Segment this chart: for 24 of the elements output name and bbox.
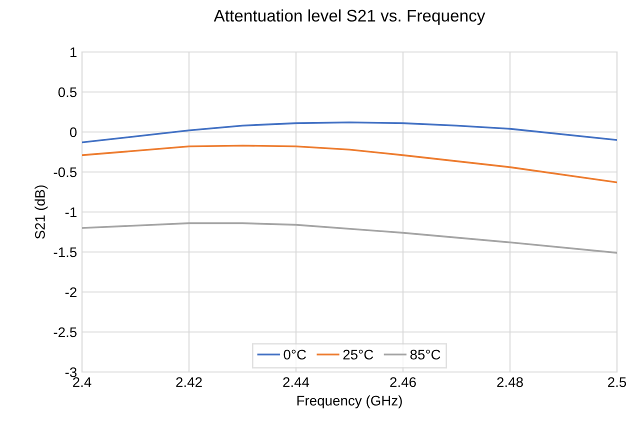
legend-label: 85°C bbox=[410, 350, 440, 360]
line-series bbox=[82, 222, 617, 254]
x-axis-title: Frequency (GHz) bbox=[297, 395, 402, 408]
line-series bbox=[82, 144, 617, 184]
y-tick-label: 0 bbox=[70, 127, 77, 138]
y-tick-label: -0.5 bbox=[54, 167, 77, 178]
y-tick-label: -3 bbox=[65, 367, 77, 378]
chart-title: Attentuation level S21 vs. Frequency bbox=[214, 9, 486, 25]
x-tick-label: 2.42 bbox=[176, 377, 202, 387]
y-tick-label: -1 bbox=[65, 207, 76, 218]
x-tick-label: 2.48 bbox=[497, 377, 523, 388]
x-tick-label: 2.5 bbox=[608, 377, 626, 388]
y-tick-label: 0.5 bbox=[58, 87, 77, 98]
y-tick-label: -2.5 bbox=[54, 327, 77, 338]
y-axis-title: S21 (dB) bbox=[34, 185, 48, 239]
legend-label: 25°C bbox=[343, 350, 374, 360]
y-tick-label: -2 bbox=[65, 287, 76, 298]
y-tick-label: -1.5 bbox=[54, 247, 77, 258]
x-tick-label: 2.46 bbox=[390, 377, 416, 388]
x-tick-label: 2.44 bbox=[283, 377, 310, 387]
y-tick-label: 1 bbox=[70, 47, 76, 58]
x-tick-label: 2.4 bbox=[73, 377, 92, 387]
line-series bbox=[82, 121, 617, 144]
legend-label: 0°C bbox=[284, 350, 306, 360]
